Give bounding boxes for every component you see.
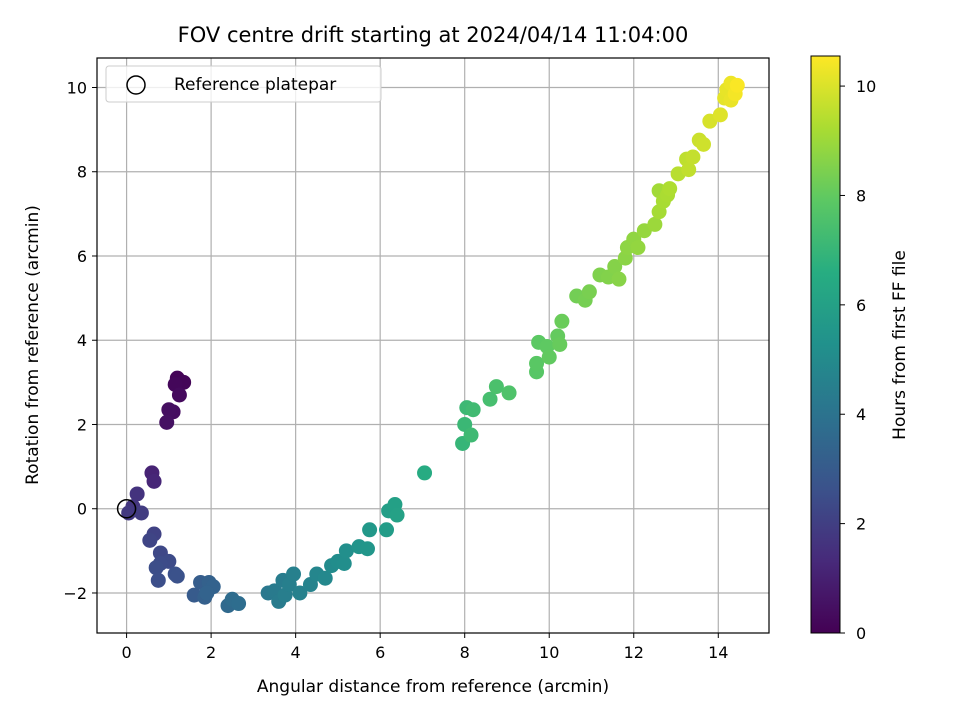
data-point [647, 216, 663, 232]
y-tick-label: 8 [77, 163, 87, 182]
data-point [662, 181, 678, 197]
y-tick-label: 2 [77, 415, 87, 434]
x-tick-label: 4 [291, 643, 301, 662]
data-point [121, 505, 137, 521]
y-tick-label: 4 [77, 331, 87, 350]
data-point [465, 402, 481, 418]
x-tick-label: 2 [206, 643, 216, 662]
y-axis-label: Rotation from reference (arcmin) [23, 205, 43, 485]
colorbar-tick-label: 10 [856, 77, 876, 96]
data-point [552, 336, 568, 352]
colorbar-ticks: 0 2 4 6 8 10 [840, 77, 876, 643]
data-point [359, 541, 375, 557]
y-tick-label: 10 [67, 78, 87, 97]
data-point [133, 505, 149, 521]
data-point [159, 414, 175, 430]
data-point [231, 596, 247, 612]
legend-box [105, 65, 382, 103]
x-axis-label: Angular distance from reference (arcmin) [257, 677, 609, 697]
reference-marker-layer [116, 498, 137, 519]
data-point [554, 313, 570, 329]
data-point [362, 522, 378, 538]
data-point [488, 379, 504, 395]
data-point [169, 568, 185, 584]
data-point [607, 259, 623, 275]
data-point [129, 486, 145, 502]
x-tick-label: 10 [539, 643, 559, 662]
data-point [286, 566, 302, 582]
data-point [695, 136, 711, 152]
data-point [146, 473, 162, 489]
x-tick-label: 6 [375, 643, 385, 662]
data-point [336, 555, 352, 571]
data-point [630, 240, 646, 256]
data-point [685, 149, 701, 165]
colorbar: 0 2 4 6 8 10 Hours from first FF file [810, 55, 910, 643]
data-point [541, 349, 557, 365]
data-point [581, 284, 597, 300]
colorbar-tick-label: 4 [856, 405, 866, 424]
colorbar-gradient [810, 55, 841, 634]
data-point [681, 162, 697, 178]
data-point [199, 585, 215, 601]
colorbar-tick-label: 8 [856, 186, 866, 205]
data-point [463, 427, 479, 443]
x-tick-label: 12 [624, 643, 644, 662]
plot-frame [96, 57, 770, 634]
data-point [317, 570, 333, 586]
data-point [501, 385, 517, 401]
data-points [121, 75, 745, 614]
legend-label: Reference platepar [174, 75, 336, 95]
y-tick-label: 6 [77, 247, 87, 266]
data-point [611, 271, 627, 287]
x-tick-label: 8 [460, 643, 470, 662]
y-tick-label: −2 [63, 584, 87, 603]
colorbar-tick-label: 0 [856, 624, 866, 643]
data-point [729, 77, 745, 93]
data-point [712, 107, 728, 123]
colorbar-tick-label: 2 [856, 515, 866, 534]
data-point [161, 402, 177, 418]
data-point [482, 391, 498, 407]
data-point [389, 507, 405, 523]
data-point [292, 585, 308, 601]
data-point [417, 465, 433, 481]
data-point [148, 560, 164, 576]
reference-platepar-marker [116, 498, 137, 519]
x-tick-label: 14 [708, 643, 728, 662]
colorbar-label: Hours from first FF file [890, 250, 910, 440]
y-tick-label: 0 [77, 500, 87, 519]
legend: Reference platepar [105, 65, 382, 103]
y-axis-ticks: −2 0 2 4 6 8 10 [63, 78, 97, 603]
x-axis-ticks: 0 2 4 6 8 10 12 14 [121, 633, 728, 662]
data-point [171, 387, 187, 403]
x-tick-label: 0 [121, 643, 131, 662]
colorbar-tick-label: 6 [856, 296, 866, 315]
data-point [379, 522, 395, 538]
data-point [529, 355, 545, 371]
data-point [150, 572, 166, 588]
data-point [338, 543, 354, 559]
legend-open-circle-icon [126, 75, 146, 95]
chart-title: FOV centre drift starting at 2024/04/14 … [178, 23, 689, 47]
data-point [142, 532, 158, 548]
